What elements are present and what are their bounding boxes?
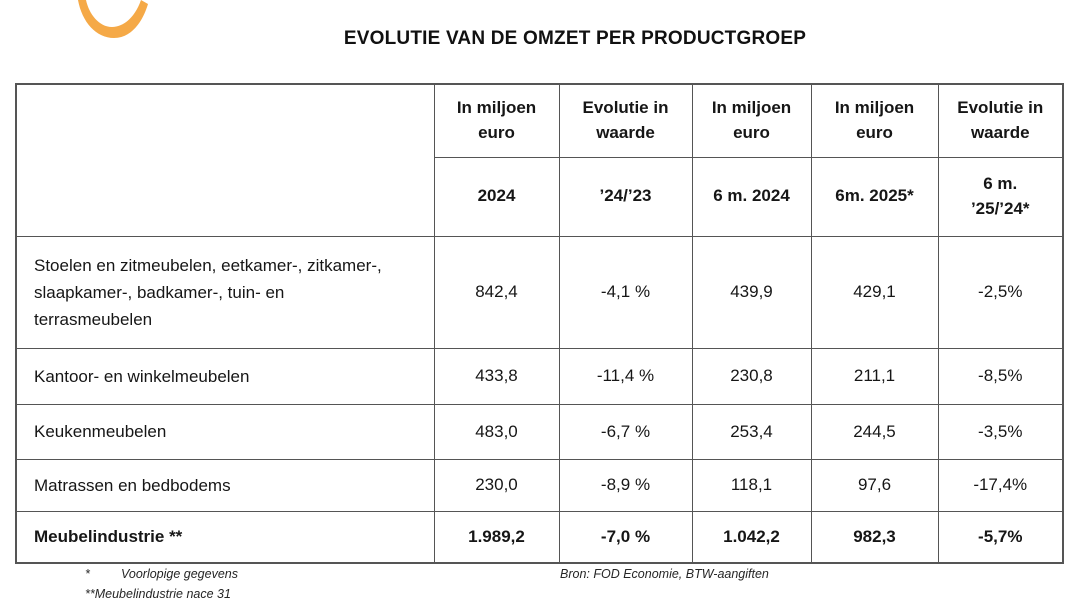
footnote-marker: * bbox=[85, 567, 90, 581]
cell-value: -8,5% bbox=[937, 347, 1064, 405]
cell-value: 483,0 bbox=[433, 403, 560, 460]
cell-value: 253,4 bbox=[691, 403, 812, 460]
header-col-mln-6m2024: In miljoen euro bbox=[691, 83, 812, 158]
cell-value: 842,4 bbox=[433, 235, 560, 349]
cell-value: -3,5% bbox=[937, 403, 1064, 460]
table-row: Matrassen en bedbodems 230,0 -8,9 % 118,… bbox=[15, 458, 1064, 512]
page-title: EVOLUTIE VAN DE OMZET PER PRODUCTGROEP bbox=[343, 28, 807, 49]
header-col-evolutie-24-23: Evolutie in waarde bbox=[558, 83, 693, 158]
cell-value: -11,4 % bbox=[558, 347, 693, 405]
cell-value: 439,9 bbox=[691, 235, 812, 349]
cell-value: -8,9 % bbox=[558, 458, 693, 512]
table-row: Stoelen en zitmeubelen, eetkamer-, zitka… bbox=[15, 235, 1064, 349]
footnote-nace31: **Meubelindustrie nace 31 bbox=[85, 587, 231, 601]
header-row-units: In miljoen euro Evolutie in waarde In mi… bbox=[15, 83, 1064, 237]
footnote-text: Voorlopige gegevens bbox=[121, 567, 238, 581]
cell-value: 97,6 bbox=[810, 458, 939, 512]
table-body: Stoelen en zitmeubelen, eetkamer-, zitka… bbox=[15, 235, 1064, 564]
cell-value: -4,1 % bbox=[558, 235, 693, 349]
header-period-6m-25-24: 6 m. ’25/’24* bbox=[937, 156, 1064, 237]
table-header: In miljoen euro Evolutie in waarde In mi… bbox=[15, 83, 1064, 237]
footnote-voorlopige: * Voorlopige gegevens bbox=[85, 567, 238, 581]
cell-value: -5,7% bbox=[937, 510, 1064, 564]
cell-value: -6,7 % bbox=[558, 403, 693, 460]
footnote-text: Meubelindustrie nace 31 bbox=[94, 587, 231, 601]
footnotes: * Voorlopige gegevens **Meubelindustrie n… bbox=[0, 567, 1090, 607]
cell-value: 230,0 bbox=[433, 458, 560, 512]
cell-value: -2,5% bbox=[937, 235, 1064, 349]
cell-value: 211,1 bbox=[810, 347, 939, 405]
row-label: Matrassen en bedbodems bbox=[15, 458, 435, 512]
cell-value: -17,4% bbox=[937, 458, 1064, 512]
cell-value: 1.042,2 bbox=[691, 510, 812, 564]
header-col-mln-2024: In miljoen euro bbox=[433, 83, 560, 158]
table-row: Kantoor- en winkelmeubelen 433,8 -11,4 %… bbox=[15, 347, 1064, 405]
cell-value: -7,0 % bbox=[558, 510, 693, 564]
cell-value: 1.989,2 bbox=[433, 510, 560, 564]
header-row-periods: 2024 ’24/’23 6 m. 2024 6m. 2025* 6 m. ’2… bbox=[16, 156, 1064, 237]
header-col-evolutie-25-24: Evolutie in waarde bbox=[937, 83, 1064, 158]
cell-value: 429,1 bbox=[810, 235, 939, 349]
cell-value: 244,5 bbox=[810, 403, 939, 460]
header-period-6m2025: 6m. 2025* bbox=[810, 156, 939, 237]
table-row: Meubelindustrie ** 1.989,2 -7,0 % 1.042,… bbox=[15, 510, 1064, 564]
row-label: Keukenmeubelen bbox=[15, 403, 435, 460]
header-period-6m2024: 6 m. 2024 bbox=[691, 156, 812, 237]
row-label: Stoelen en zitmeubelen, eetkamer-, zitka… bbox=[15, 235, 435, 349]
product-group-table: In miljoen euro Evolutie in waarde In mi… bbox=[15, 83, 1064, 564]
orange-swoosh-icon bbox=[78, 0, 148, 38]
row-label: Kantoor- en winkelmeubelen bbox=[15, 347, 435, 405]
header-period-2024: 2024 bbox=[433, 156, 560, 237]
header-col-mln-6m2025: In miljoen euro bbox=[810, 83, 939, 158]
cell-value: 230,8 bbox=[691, 347, 812, 405]
cell-value: 118,1 bbox=[691, 458, 812, 512]
cell-value: 982,3 bbox=[810, 510, 939, 564]
table-row: Keukenmeubelen 483,0 -6,7 % 253,4 244,5 … bbox=[15, 403, 1064, 460]
footnote-marker: ** bbox=[85, 587, 95, 601]
header-empty-cell bbox=[15, 83, 435, 237]
row-label: Meubelindustrie ** bbox=[15, 510, 435, 564]
header-period-24-23: ’24/’23 bbox=[558, 156, 693, 237]
cell-value: 433,8 bbox=[433, 347, 560, 405]
source-note: Bron: FOD Economie, BTW-aangiften bbox=[560, 567, 769, 581]
